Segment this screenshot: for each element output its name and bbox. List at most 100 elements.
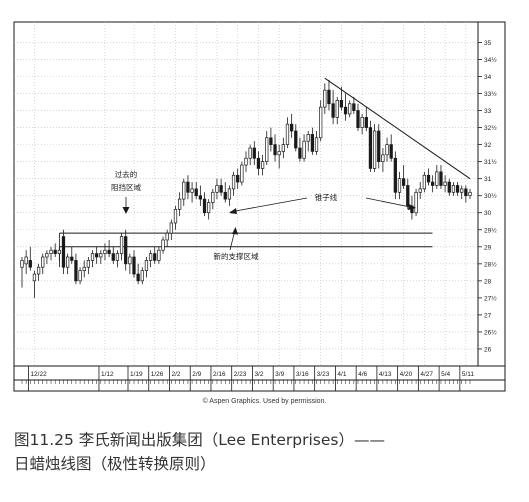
candle-down <box>294 130 298 149</box>
candle-down <box>223 191 227 200</box>
x-tick-label: 5/11 <box>462 371 475 378</box>
candle-up <box>128 256 132 265</box>
candle-up <box>57 249 61 254</box>
y-tick-label: 34½ <box>484 56 497 64</box>
candle-down <box>401 178 406 186</box>
candle-up <box>460 188 464 193</box>
x-tick-label: 4/27 <box>420 371 433 378</box>
y-tick-label: 26½ <box>484 328 497 336</box>
downtrend-line <box>324 77 471 180</box>
arrowhead-old-resistance <box>122 207 130 214</box>
y-tick-label: 28 <box>484 278 492 285</box>
candle-up <box>144 260 149 271</box>
candle-up <box>468 191 472 197</box>
candle-up <box>248 147 252 159</box>
x-tick-label: 12/22 <box>30 371 47 378</box>
candle-up <box>90 253 95 261</box>
candle-up <box>319 106 323 139</box>
candle-down <box>368 127 373 169</box>
y-tick-label: 35 <box>484 40 492 47</box>
candle-down <box>289 123 294 132</box>
candle-up <box>414 191 418 214</box>
x-tick-label: 1/19 <box>130 371 143 378</box>
candle-down <box>364 117 368 128</box>
candle-up <box>65 256 70 268</box>
y-tick-label: 29 <box>484 244 492 251</box>
candle-down <box>124 236 128 265</box>
candlestick-chart: 35 34½ 34 33½ 33 32½ 32 31½ 31 30½ 30 29½ 29 28½ 28 27½… <box>13 21 506 392</box>
arrow-wedge-right <box>365 197 416 209</box>
candle-up <box>32 273 37 282</box>
candle-up <box>103 249 107 254</box>
candle-up <box>422 174 427 190</box>
candle-down <box>298 147 302 159</box>
candle-up <box>82 266 86 271</box>
candle-down <box>252 147 256 159</box>
candle-down <box>439 171 443 186</box>
y-tick-label: 30 <box>484 210 492 217</box>
candle-up <box>397 178 402 193</box>
y-tick-label: 31 <box>484 176 492 183</box>
x-tick-label: 2/2 <box>171 371 180 378</box>
candle-up <box>86 260 91 268</box>
candle-down <box>28 260 32 268</box>
candle-down <box>447 181 451 193</box>
candle-up <box>36 266 41 275</box>
candle-up <box>115 253 120 261</box>
candle-up <box>281 144 285 152</box>
candle-down <box>153 253 157 261</box>
candle-up <box>140 270 144 282</box>
candle-down <box>70 256 74 261</box>
y-tick-label: 33 <box>484 108 492 115</box>
candle-down <box>352 103 356 111</box>
candle-down <box>273 144 277 156</box>
annotation-old-resistance: 过去的阻挡区域 <box>111 169 141 192</box>
candle-down <box>339 99 344 108</box>
candle-down <box>198 195 203 200</box>
arrowhead-wedge-right <box>408 204 416 210</box>
annotation-new-support: 新的支撑区域 <box>214 251 259 261</box>
candle-down <box>61 236 66 268</box>
candle-down <box>377 130 381 162</box>
y-tick-label: 34 <box>484 74 492 81</box>
candle-down <box>194 188 198 197</box>
candle-up <box>190 188 194 193</box>
x-tick-label: 3/16 <box>296 371 309 378</box>
candle-up <box>265 137 269 162</box>
caption-line-2: 日蜡烛线图（极性转换原则） <box>14 455 216 473</box>
x-tick-label: 3/9 <box>275 371 284 378</box>
candle-up <box>381 154 385 162</box>
candle-up <box>173 208 178 224</box>
candle-down <box>186 181 190 193</box>
x-axis-lower-band <box>13 379 506 392</box>
candle-up <box>335 99 339 118</box>
x-tick-label: 4/1 <box>337 371 346 378</box>
x-tick-label: 3/23 <box>317 371 330 378</box>
candle-up <box>215 185 219 193</box>
x-tick-label: 1/26 <box>151 371 164 378</box>
candle-down <box>455 185 460 193</box>
x-tick-label: 4/20 <box>400 371 413 378</box>
candle-down <box>426 174 431 183</box>
candle-up <box>165 232 169 241</box>
candle-up <box>306 134 310 142</box>
y-tick-label: 30½ <box>484 192 497 200</box>
candle-up <box>45 253 49 258</box>
candle-up <box>119 236 124 254</box>
candle-down <box>256 157 261 169</box>
x-tick-label: 1/12 <box>101 371 114 378</box>
x-tick-label: 2/9 <box>192 371 201 378</box>
candle-up <box>182 181 186 200</box>
candle-up <box>244 157 248 166</box>
candle-down <box>406 185 410 207</box>
candle-down <box>356 110 360 128</box>
candle-down <box>431 181 435 186</box>
candle-down <box>202 198 207 214</box>
candle-up <box>20 260 24 268</box>
candle-up <box>277 151 281 156</box>
candle-down <box>236 174 240 183</box>
chart-credit: © Aspen Graphics. Used by permission. <box>202 398 327 405</box>
candle-up <box>227 188 232 200</box>
y-tick-label: 29½ <box>484 226 497 234</box>
candle-up <box>157 249 161 261</box>
